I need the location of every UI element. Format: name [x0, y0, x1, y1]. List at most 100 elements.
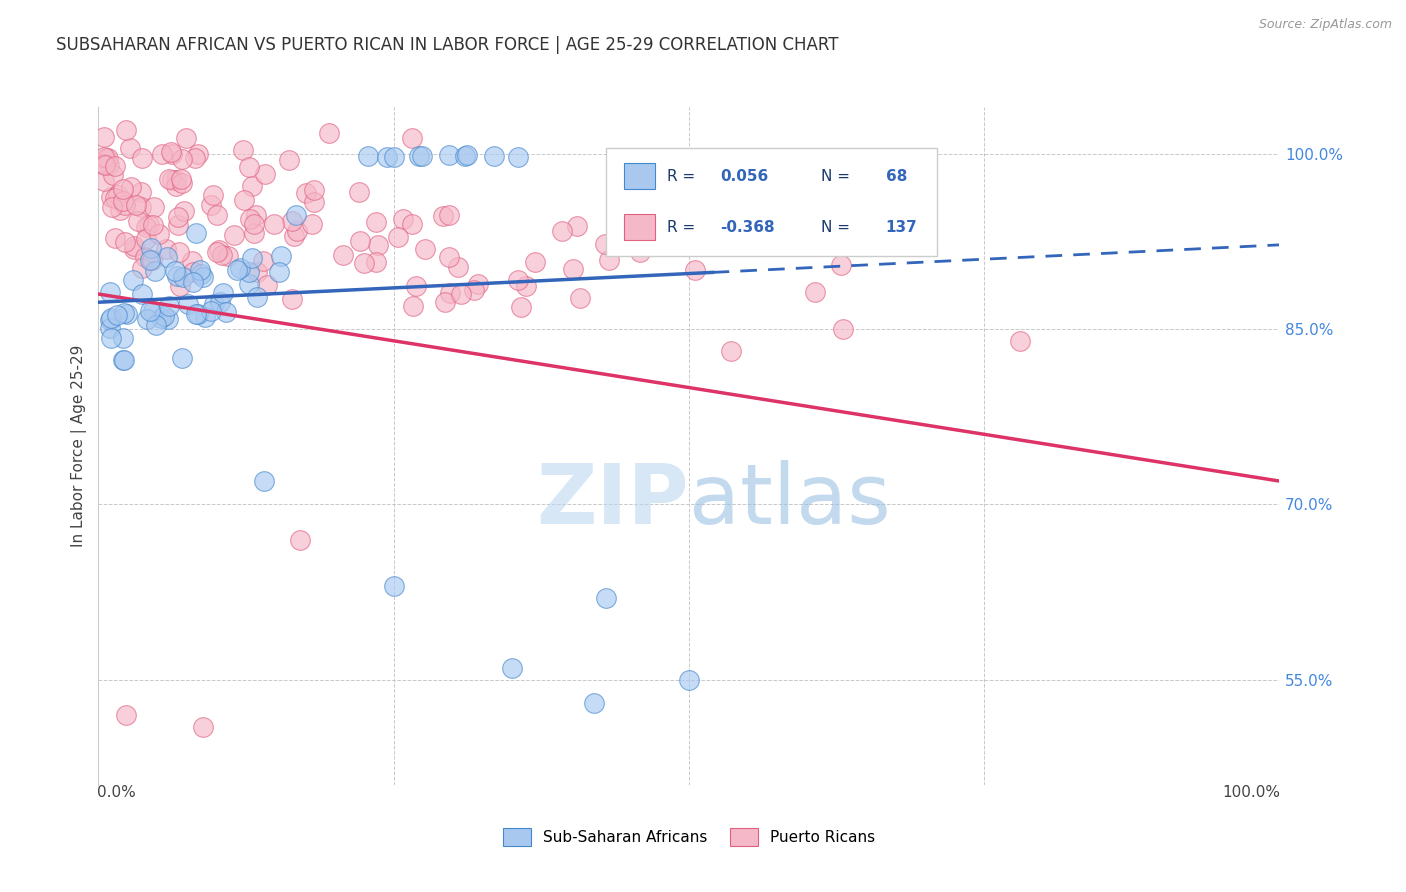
Point	[120, 141, 142, 155]
Point	[191, 270, 214, 285]
Point	[482, 149, 505, 163]
Point	[98, 321, 121, 335]
FancyBboxPatch shape	[624, 163, 655, 189]
Point	[181, 253, 204, 268]
Point	[830, 258, 852, 272]
Point	[224, 228, 246, 243]
Point	[239, 211, 262, 226]
Point	[160, 145, 183, 160]
Point	[1008, 334, 1031, 348]
Point	[184, 226, 207, 240]
Point	[149, 311, 172, 326]
Point	[160, 172, 183, 186]
Point	[194, 310, 217, 324]
Point	[415, 242, 437, 256]
Point	[184, 307, 207, 321]
Point	[232, 144, 254, 158]
Point	[382, 150, 405, 164]
Point	[143, 264, 166, 278]
Point	[166, 210, 188, 224]
Point	[366, 255, 388, 269]
Point	[94, 158, 117, 172]
Point	[353, 256, 375, 270]
Point	[172, 270, 194, 285]
Point	[408, 149, 430, 163]
Point	[148, 227, 170, 241]
Point	[804, 285, 827, 300]
Point	[111, 194, 134, 209]
Point	[238, 265, 260, 279]
Point	[302, 195, 325, 210]
Point	[127, 213, 149, 227]
Point	[165, 179, 187, 194]
Point	[166, 219, 188, 233]
Point	[515, 278, 537, 293]
Point	[172, 152, 194, 166]
Point	[211, 248, 233, 262]
Point	[160, 146, 183, 161]
Point	[150, 146, 173, 161]
Point	[832, 322, 855, 336]
Point	[105, 308, 128, 322]
Legend: Sub-Saharan Africans, Puerto Ricans: Sub-Saharan Africans, Puerto Ricans	[496, 822, 882, 852]
Point	[301, 217, 323, 231]
Point	[720, 343, 742, 358]
Point	[651, 228, 673, 243]
Point	[139, 241, 162, 255]
Point	[263, 217, 285, 231]
Point	[238, 160, 260, 174]
Point	[112, 353, 135, 368]
Point	[318, 126, 340, 140]
Point	[349, 185, 371, 199]
Point	[506, 273, 529, 287]
Point	[456, 148, 478, 162]
Point	[212, 285, 235, 300]
Point	[156, 311, 179, 326]
Point	[181, 265, 204, 279]
Point	[112, 305, 135, 319]
Point	[243, 217, 266, 231]
Point	[205, 244, 228, 259]
Point	[142, 304, 165, 318]
Text: atlas: atlas	[689, 459, 890, 541]
Point	[401, 131, 423, 145]
Point	[278, 153, 301, 168]
Point	[467, 277, 489, 291]
Text: SUBSAHARAN AFRICAN VS PUERTO RICAN IN LABOR FORCE | AGE 25-29 CORRELATION CHART: SUBSAHARAN AFRICAN VS PUERTO RICAN IN LA…	[56, 36, 839, 54]
Point	[120, 180, 142, 194]
Point	[97, 151, 120, 165]
Point	[283, 228, 305, 243]
Point	[165, 173, 187, 187]
Point	[124, 242, 146, 256]
Point	[131, 200, 153, 214]
Point	[387, 230, 409, 244]
Point	[104, 191, 127, 205]
Point	[100, 190, 122, 204]
Point	[567, 219, 589, 234]
Point	[402, 299, 425, 313]
Point	[115, 707, 138, 722]
Point	[245, 265, 267, 279]
Point	[135, 220, 157, 235]
Point	[114, 123, 136, 137]
Text: N =: N =	[821, 169, 859, 184]
Point	[367, 238, 389, 252]
Point	[188, 262, 211, 277]
Point	[100, 331, 122, 345]
Point	[202, 297, 225, 311]
Text: R =: R =	[668, 169, 706, 184]
Point	[200, 303, 222, 318]
Point	[111, 352, 134, 367]
Point	[165, 263, 187, 277]
Point	[157, 299, 180, 313]
Point	[93, 174, 115, 188]
Point	[200, 198, 222, 212]
Point	[437, 148, 460, 162]
Point	[240, 252, 263, 266]
Point	[191, 719, 214, 733]
Point	[302, 183, 325, 197]
Point	[141, 252, 163, 267]
Point	[285, 208, 308, 222]
Point	[138, 304, 160, 318]
Point	[225, 263, 247, 277]
